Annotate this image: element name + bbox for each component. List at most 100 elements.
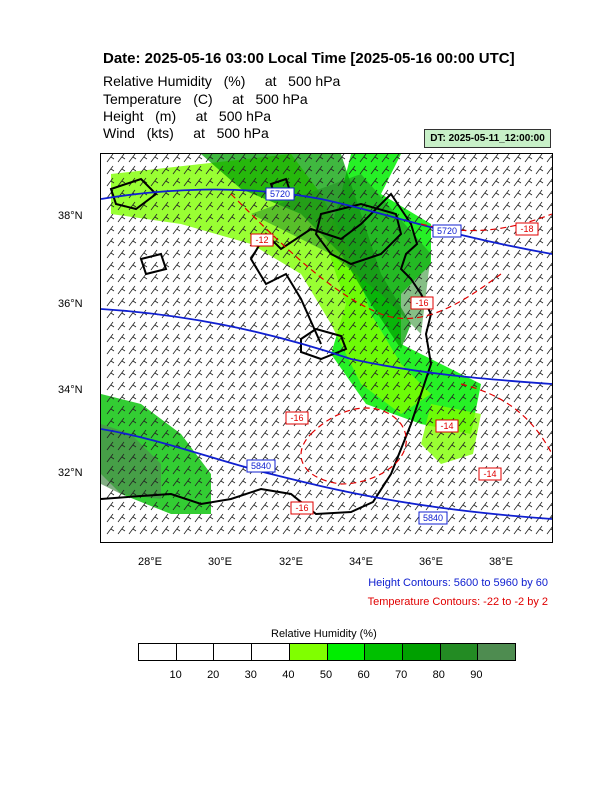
colorbar-swatch [478,644,516,660]
wind-barb [370,525,379,535]
wind-barb [458,285,467,295]
wind-barb [337,321,346,331]
wind-barb [249,501,258,511]
x-tick-28e: 28°E [138,556,162,568]
wind-barb [194,441,203,451]
wind-barb [359,225,368,235]
wind-barb [480,501,489,511]
wind-barb [480,273,489,283]
wind-barb [304,525,313,535]
colorbar-swatch [289,644,328,660]
wind-barb [216,429,225,439]
wind-barb [117,177,126,187]
wind-barb [414,477,423,487]
wind-barb [172,345,181,355]
wind-barb [106,501,115,511]
colorbar-label: 20 [207,669,220,681]
wind-barb [524,345,533,355]
wind-barb [326,297,335,307]
wind-barb [304,441,313,451]
wind-barb [425,393,434,403]
wind-barb [535,261,544,271]
wind-barb [447,213,456,223]
wind-barb [326,237,335,247]
wind-barb [469,165,478,175]
wind-barb [106,453,115,463]
wind-barb [282,333,291,343]
wind-barb [216,189,225,199]
height-label-text-3: 5840 [423,513,443,523]
wind-barb [161,333,170,343]
temp-label-text-4: -14 [440,421,453,431]
wind-barb [502,501,511,511]
wind-barb [381,225,390,235]
wind-barb [458,213,467,223]
wind-barb [293,357,302,367]
wind-barb [106,513,115,523]
wind-barb [139,225,148,235]
wind-barb [293,273,302,283]
wind-barb [524,177,533,187]
wind-barb [139,393,148,403]
wind-barb [403,465,412,475]
wind-barb [227,201,236,211]
wind-barb [370,501,379,511]
height-label-text-1: 5720 [270,189,290,199]
wind-barb [326,333,335,343]
wind-barb [524,249,533,259]
wind-barb [535,321,544,331]
wind-barb [491,273,500,283]
wind-barb [293,177,302,187]
wind-barb [161,213,170,223]
wind-barb [238,357,247,367]
wind-barb [282,225,291,235]
wind-barb [172,213,181,223]
wind-barb [161,154,170,163]
wind-barb [161,405,170,415]
wind-barb [271,477,280,487]
colorbar-label: 90 [470,669,483,681]
wind-barb [106,285,115,295]
wind-barb [392,357,401,367]
wind-barb [183,249,192,259]
wind-barb [535,417,544,427]
wind-barb [381,345,390,355]
wind-barb [260,405,269,415]
wind-barb [491,369,500,379]
wind-barb [304,297,313,307]
wind-barb [216,477,225,487]
wind-barb [469,477,478,487]
colorbar-label: 70 [395,669,408,681]
wind-barb [315,393,324,403]
wind-barb [370,429,379,439]
wind-barb [513,309,522,319]
wind-barb [260,345,269,355]
wind-barb [106,249,115,259]
wind-barb [139,309,148,319]
wind-barb [458,177,467,187]
wind-barb [205,525,214,535]
wind-barb [150,381,159,391]
wind-barb [172,513,181,523]
wind-barb [249,369,258,379]
wind-barb [502,297,511,307]
wind-barb [359,525,368,535]
map-panel: 5720 5840 5840 5720 -18 -16 -16 -14 -14 … [100,153,553,543]
wind-barb [216,201,225,211]
wind-barb [227,213,236,223]
wind-barb [348,154,357,163]
wind-barb [403,369,412,379]
wind-barb [161,249,170,259]
wind-barb [117,381,126,391]
wind-barb [392,393,401,403]
wind-barb [447,513,456,523]
wind-barb [106,261,115,271]
wind-barb [304,465,313,475]
wind-barb [524,393,533,403]
wind-barb [535,273,544,283]
wind-barb [139,237,148,247]
wind-barb [348,393,357,403]
wind-barb [139,154,148,163]
wind-barb [249,309,258,319]
wind-barb [403,513,412,523]
